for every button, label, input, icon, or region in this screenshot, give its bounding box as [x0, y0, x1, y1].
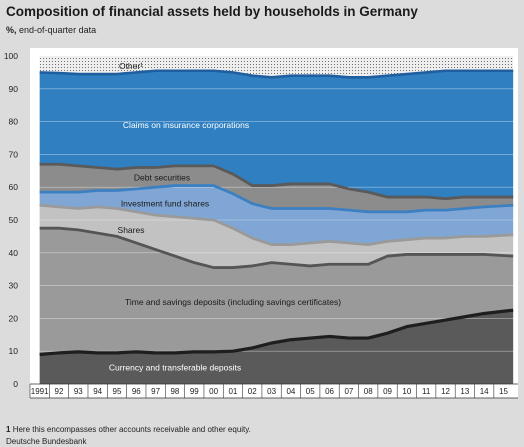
x-tick-label: 1991 [31, 387, 49, 396]
y-tick-label: 0 [13, 379, 18, 389]
x-tick-label: 92 [55, 387, 64, 396]
x-tick-label: 96 [132, 387, 141, 396]
footnote-text: Here this encompasses other accounts rec… [12, 425, 251, 434]
area-time-and-savings-deposits-including-savings-certificates [39, 228, 514, 355]
subtitle-text: end-of-quarter data [19, 25, 97, 35]
series-label-debt-securities: Debt securities [134, 172, 190, 182]
x-tick-label: 00 [209, 387, 218, 396]
x-tick-label: 93 [74, 387, 83, 396]
x-tick-label: 07 [344, 387, 353, 396]
x-tick-label: 95 [113, 387, 122, 396]
boundary-lines [39, 69, 514, 357]
x-tick-label: 97 [151, 387, 160, 396]
x-tick-label: 15 [499, 387, 508, 396]
x-tick-label: 12 [441, 387, 450, 396]
area-debt-securities [39, 164, 514, 212]
y-axis: 0 10 20 30 40 50 60 70 80 90 100 [4, 51, 18, 389]
x-tick-label: 01 [228, 387, 237, 396]
x-tick-label: 09 [383, 387, 392, 396]
x-tick-label: 94 [93, 387, 102, 396]
area-currency-and-transferable-deposits [39, 310, 514, 384]
y-tick-label: 90 [9, 84, 19, 94]
x-tick-label: 03 [267, 387, 276, 396]
x-tick-label: 10 [402, 387, 411, 396]
source-note: Deutsche Bundesbank [6, 437, 87, 446]
series-label-other: Other¹ [119, 61, 143, 71]
x-tick-label: 98 [170, 387, 179, 396]
x-tick-label: 13 [460, 387, 469, 396]
stacked-area-chart: Currency and transferable deposits Time a… [4, 48, 518, 399]
line-time-and-savings-deposits-including-savings-certificates [39, 226, 514, 269]
line-shares [39, 203, 514, 247]
gridlines [30, 55, 518, 352]
line-investment-fund-shares [39, 184, 514, 214]
area-shares [39, 205, 514, 268]
x-tick-label: 05 [306, 387, 315, 396]
y-tick-label: 10 [9, 346, 19, 356]
chart-title: Composition of financial assets held by … [6, 4, 418, 19]
area-other [39, 56, 514, 78]
y-tick-label: 30 [9, 281, 19, 291]
series-labels: Currency and transferable deposits Time a… [109, 61, 341, 373]
y-tick-label: 100 [4, 51, 18, 61]
x-axis: 1991 92 93 94 95 96 97 98 99 00 01 02 03 04 05 06 07 08 09… [29, 383, 518, 399]
series-label-time-and-savings-deposits-including-savings-certificates: Time and savings deposits (including sav… [125, 297, 341, 307]
line-debt-securities [39, 162, 514, 201]
series-label-investment-fund-shares: Investment fund shares [121, 199, 209, 209]
y-tick-label: 20 [9, 313, 19, 323]
y-tick-label: 70 [9, 149, 19, 159]
y-tick-label: 40 [9, 248, 19, 258]
y-tick-label: 50 [9, 215, 19, 225]
chart-subtitle: %, end-of-quarter data [6, 25, 96, 35]
footnote-marker: 1 [6, 425, 11, 434]
series-label-claims-on-insurance-corporations: Claims on insurance corporations [123, 120, 249, 130]
unit-label: %, [6, 25, 17, 35]
line-claims-on-insurance-corporations [39, 69, 514, 79]
area-investment-fund-shares [39, 185, 514, 245]
x-tick-label: 99 [190, 387, 199, 396]
series-label-shares: Shares [118, 225, 145, 235]
footnote: 1 Here this encompasses other accounts r… [6, 425, 251, 434]
x-tick-label: 06 [325, 387, 334, 396]
series-label-currency-and-transferable-deposits: Currency and transferable deposits [109, 363, 241, 373]
x-tick-label: 11 [422, 387, 431, 396]
y-tick-label: 80 [9, 117, 19, 127]
y-tick-label: 60 [9, 182, 19, 192]
line-currency-and-transferable-deposits [39, 308, 514, 357]
x-tick-label: 08 [364, 387, 373, 396]
x-tick-label: 02 [248, 387, 257, 396]
x-tick-label: 04 [286, 387, 295, 396]
x-tick-label: 14 [480, 387, 489, 396]
